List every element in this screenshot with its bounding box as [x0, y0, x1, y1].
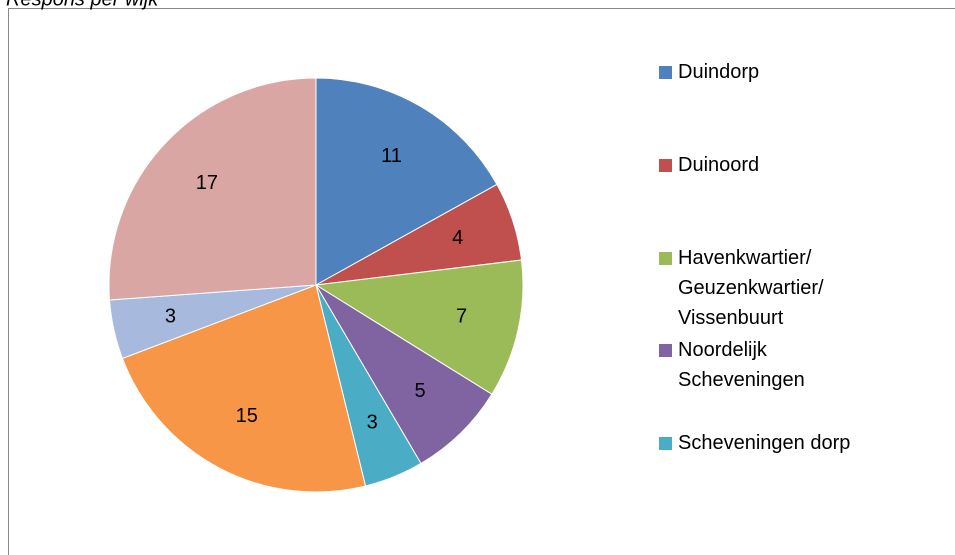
- data-label: 7: [456, 305, 467, 327]
- frame: [8, 8, 955, 555]
- legend-label: Scheveningen dorp: [678, 432, 851, 454]
- data-label: 3: [165, 305, 176, 327]
- legend-swatch: [659, 252, 672, 265]
- legend-swatch: [659, 437, 672, 450]
- legend-swatch: [659, 66, 672, 79]
- data-label: 17: [196, 172, 218, 194]
- data-label: 4: [452, 227, 463, 249]
- pie-slice: [315, 77, 498, 286]
- legend-swatch: [659, 344, 672, 357]
- legend-label: Duinoord: [678, 154, 760, 176]
- pie-slice: [108, 77, 317, 301]
- chart-title: Respons per wijk: [6, 0, 159, 10]
- pie-slice: [121, 284, 367, 493]
- data-label: 11: [381, 145, 402, 167]
- pie-slice: [314, 259, 524, 395]
- legend-label: Duindorp: [678, 61, 760, 83]
- legend-label: Noordelijk Scheveningen: [678, 339, 805, 391]
- legend-swatch: [659, 159, 672, 172]
- data-label: 5: [415, 380, 426, 402]
- data-label: 3: [367, 411, 378, 433]
- data-label: 15: [236, 405, 258, 427]
- pie-slice: [315, 284, 493, 465]
- legend-label: Havenkwartier/ Geuzenkwartier/ Vissenbuu…: [678, 247, 824, 329]
